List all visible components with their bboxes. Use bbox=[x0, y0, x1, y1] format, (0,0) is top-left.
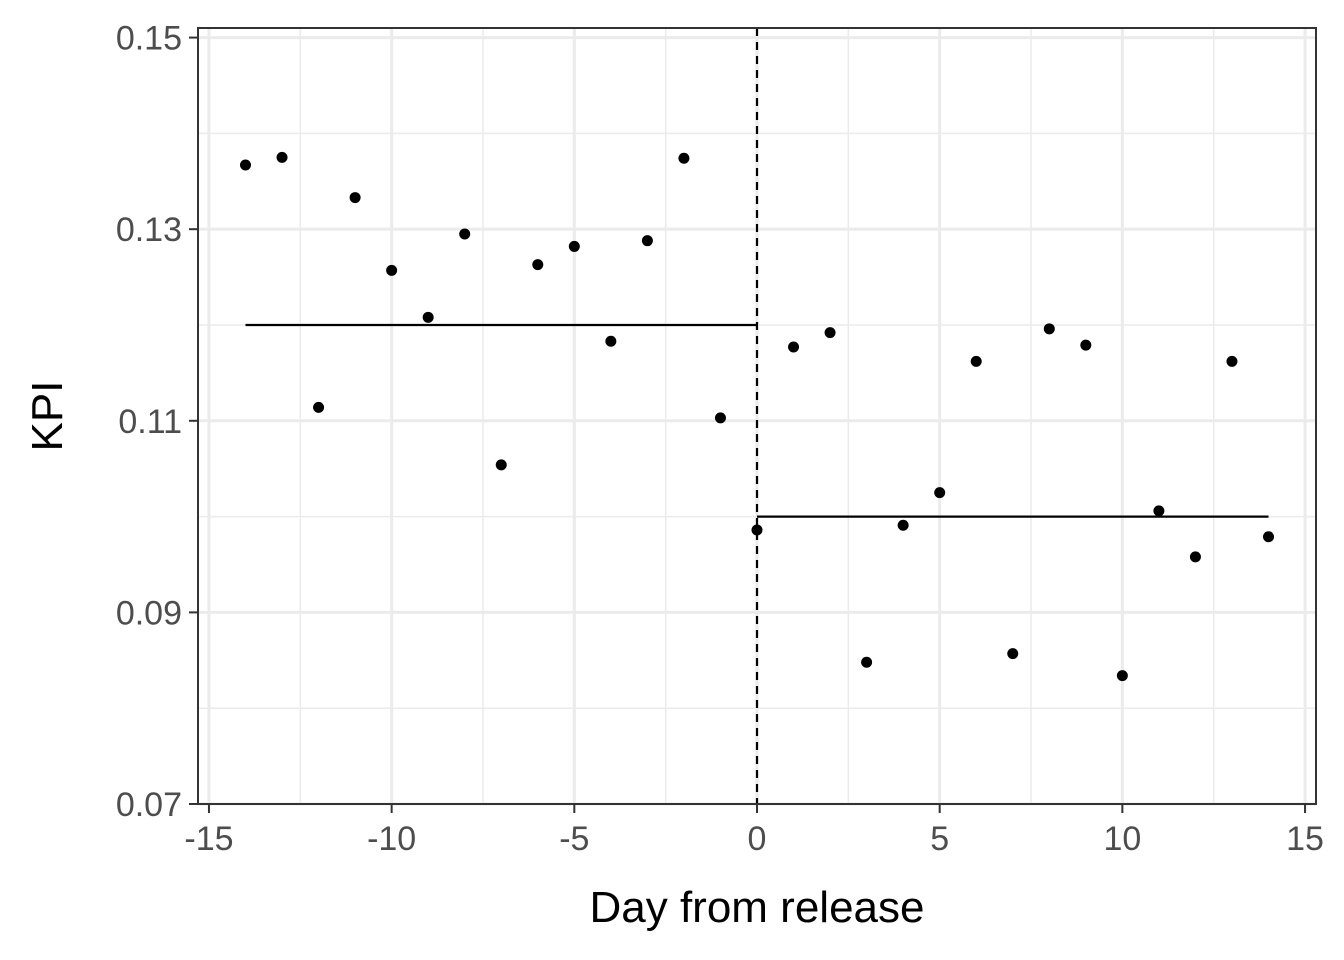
data-point bbox=[788, 341, 800, 353]
data-point bbox=[313, 401, 325, 413]
x-tick-label: 0 bbox=[748, 820, 767, 858]
data-point bbox=[386, 264, 398, 276]
data-point bbox=[459, 228, 471, 240]
data-point bbox=[532, 259, 544, 271]
y-tick-label: 0.11 bbox=[118, 403, 182, 441]
data-point bbox=[1007, 648, 1019, 660]
data-point bbox=[1226, 355, 1238, 367]
data-point bbox=[495, 459, 507, 471]
data-point bbox=[349, 192, 361, 204]
data-point bbox=[1189, 551, 1201, 563]
data-point bbox=[605, 335, 617, 347]
data-point bbox=[714, 412, 726, 424]
data-point bbox=[1080, 339, 1092, 351]
data-point bbox=[678, 152, 690, 164]
y-axis-ticks: 0.07 0.09 0.11 0.13 0.15 bbox=[116, 20, 198, 824]
x-tick-label: 15 bbox=[1286, 820, 1324, 858]
data-point bbox=[276, 151, 288, 163]
data-point bbox=[641, 235, 653, 247]
mean-segments bbox=[245, 323, 1269, 518]
x-tick-label: 10 bbox=[1103, 820, 1141, 858]
data-point bbox=[1043, 323, 1055, 335]
data-point bbox=[934, 487, 946, 499]
y-tick-label: 0.09 bbox=[116, 594, 182, 632]
x-axis-ticks: -15 -10 -5 0 5 10 15 bbox=[184, 804, 1324, 858]
data-point bbox=[751, 524, 763, 536]
data-point bbox=[824, 327, 836, 339]
y-tick-label: 0.15 bbox=[116, 20, 182, 58]
data-point bbox=[861, 656, 873, 668]
x-tick-label: -10 bbox=[367, 820, 416, 858]
x-tick-label: -5 bbox=[559, 820, 589, 858]
y-tick-label: 0.13 bbox=[116, 211, 182, 249]
y-axis-title: KPI bbox=[23, 381, 72, 452]
x-tick-label: -15 bbox=[184, 820, 233, 858]
data-point bbox=[970, 355, 982, 367]
data-point bbox=[1116, 670, 1128, 682]
data-point bbox=[239, 159, 251, 171]
data-points bbox=[239, 151, 1275, 682]
data-point bbox=[1153, 505, 1165, 517]
x-tick-label: 5 bbox=[930, 820, 949, 858]
data-point bbox=[422, 311, 434, 323]
data-point bbox=[897, 519, 909, 531]
data-point bbox=[1263, 531, 1275, 543]
x-axis-title: Day from release bbox=[589, 883, 924, 932]
y-tick-label: 0.07 bbox=[116, 786, 182, 824]
data-point bbox=[568, 240, 580, 252]
